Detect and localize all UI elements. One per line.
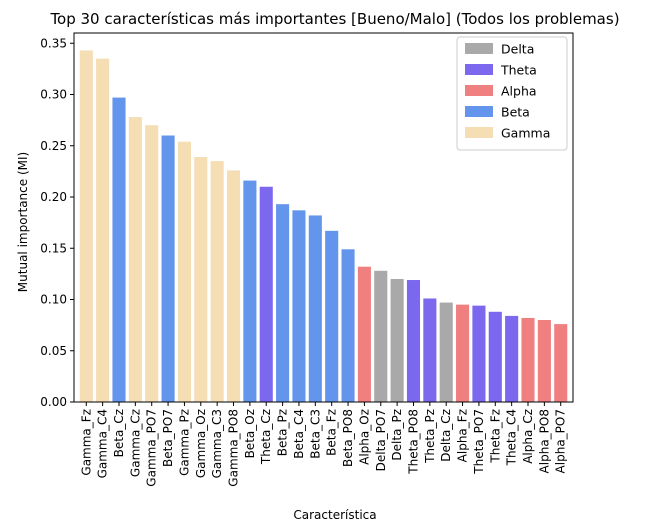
bar-Theta_Pz [423, 298, 437, 402]
legend-label-theta: Theta [500, 63, 537, 78]
x-tick-label: Alpha_Fz [456, 409, 470, 462]
bar-Gamma_Oz [194, 157, 208, 402]
x-tick-label: Gamma_Pz [177, 409, 191, 476]
bar-Gamma_Cz [128, 117, 142, 403]
bar-Delta_Cz [439, 302, 453, 402]
bar-Beta_Cz [112, 97, 126, 402]
chart-title: Top 30 características más importantes [… [49, 10, 619, 28]
y-tick-label: 0.00 [40, 395, 67, 409]
legend: Delta Theta Alpha Beta Gamma [456, 36, 568, 151]
x-tick-label: Theta_PO8 [406, 409, 420, 475]
x-tick-label: Gamma_Cz [128, 409, 142, 477]
bar-Beta_C4 [292, 210, 306, 402]
x-tick-label: Beta_Fz [325, 409, 339, 456]
x-tick-label: Gamma_PO7 [145, 409, 159, 487]
x-tick-label: Beta_C4 [292, 409, 306, 459]
x-tick-label: Gamma_PO8 [227, 409, 241, 487]
y-tick-label: 0.30 [40, 88, 67, 102]
y-tick-label: 0.05 [40, 344, 67, 358]
bar-Theta_Cz [259, 186, 273, 402]
bar-Alpha_PO7 [554, 324, 568, 402]
y-tick-label: 0.35 [40, 36, 67, 50]
bar-Beta_Pz [276, 204, 290, 402]
x-tick-label: Delta_PO7 [374, 409, 388, 471]
x-tick-label: Alpha_PO7 [554, 409, 568, 473]
x-tick-label: Beta_C3 [308, 409, 322, 459]
x-tick-label: Alpha_Cz [521, 409, 535, 464]
bar-Gamma_PO8 [226, 170, 241, 402]
bar-Beta_Fz [325, 230, 339, 402]
bar-Delta_PO7 [374, 270, 388, 402]
bar-Gamma_Pz [177, 141, 191, 402]
y-axis-label: Mutual importance (MI) [16, 152, 30, 292]
bar-Beta_Oz [243, 180, 257, 402]
x-tick-label: Beta_Pz [276, 409, 290, 456]
bar-Gamma_Fz [79, 50, 93, 403]
x-tick-label: Delta_Pz [390, 409, 404, 461]
legend-swatch-theta [465, 64, 493, 75]
x-tick-label: Delta_Cz [439, 409, 453, 462]
x-tick-label: Theta_PO7 [472, 409, 486, 475]
bar-Gamma_C3 [210, 161, 224, 403]
bar-Beta_PO7 [161, 135, 175, 402]
bar-Theta_PO8 [406, 280, 421, 402]
legend-swatch-alpha [465, 85, 493, 96]
legend-swatch-delta [465, 43, 493, 54]
bar-Delta_Pz [390, 279, 404, 402]
x-tick-label: Beta_Oz [243, 409, 257, 458]
bar-Alpha_Fz [456, 304, 470, 403]
bar-Theta_Fz [488, 311, 502, 402]
x-tick-label: Beta_Cz [112, 409, 126, 457]
bar-Alpha_Oz [357, 266, 371, 402]
bar-Beta_C3 [308, 215, 322, 402]
x-tick-label: Theta_Fz [488, 409, 502, 464]
legend-label-beta: Beta [501, 105, 530, 120]
legend-swatch-gamma [465, 127, 493, 138]
plot-frame [73, 32, 574, 403]
bar-Alpha_Cz [521, 317, 535, 402]
bar-Alpha_PO8 [537, 320, 551, 402]
legend-label-delta: Delta [501, 42, 534, 57]
x-tick-label: Theta_C4 [505, 409, 519, 466]
bar-Gamma_C4 [96, 58, 110, 403]
x-tick-label: Gamma_Fz [79, 409, 93, 476]
bars-group [79, 50, 568, 403]
y-axis: 0.00 0.05 0.10 0.15 0.20 0.25 0.30 0.35 [40, 36, 74, 409]
x-tick-label: Alpha_Oz [357, 409, 371, 465]
bar-Theta_C4 [505, 315, 519, 402]
y-tick-label: 0.25 [40, 139, 67, 153]
x-axis: Gamma_Fz Gamma_C4 Beta_Cz Gamma_Cz Gamma_PO7… [79, 402, 568, 487]
y-tick-label: 0.20 [40, 190, 67, 204]
x-tick-label: Gamma_Oz [194, 409, 208, 478]
y-tick-label: 0.15 [40, 241, 67, 255]
bar-Beta_PO8 [341, 249, 355, 402]
y-tick-label: 0.10 [40, 293, 67, 307]
x-tick-label: Theta_Cz [259, 409, 273, 465]
x-tick-label: Beta_PO8 [341, 409, 355, 467]
legend-label-alpha: Alpha [501, 84, 537, 99]
x-tick-label: Alpha_PO8 [537, 409, 551, 473]
legend-label-gamma: Gamma [501, 126, 550, 141]
x-tick-label: Gamma_C4 [96, 409, 110, 478]
x-tick-label: Beta_PO7 [161, 409, 175, 467]
bar-Gamma_PO7 [145, 125, 159, 402]
x-tick-label: Gamma_C3 [210, 409, 224, 478]
legend-swatch-beta [465, 106, 493, 117]
x-axis-label: Característica [293, 508, 376, 522]
bar-Theta_PO7 [472, 305, 486, 402]
x-tick-label: Theta_Pz [423, 409, 437, 464]
